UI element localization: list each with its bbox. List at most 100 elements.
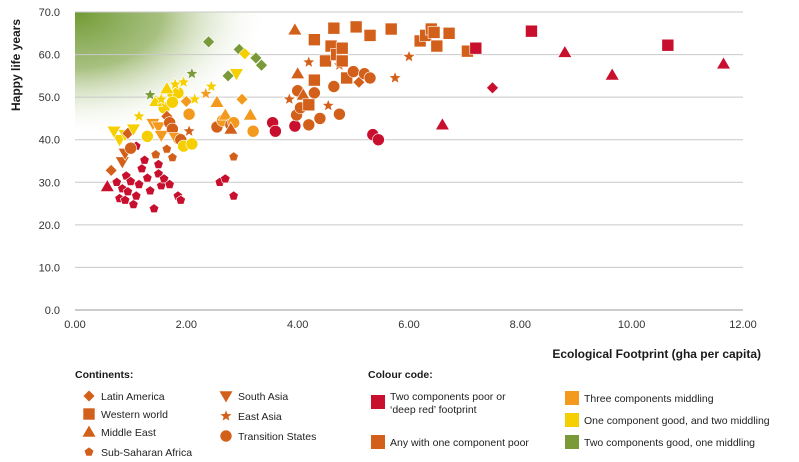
data-point-pentagon (228, 151, 239, 162)
data-point-pentagon (136, 163, 147, 173)
data-point-square (335, 54, 349, 68)
x-tick-label: 8.00 (510, 319, 531, 331)
data-point-square (469, 41, 483, 55)
data-point-triangle-up (604, 67, 620, 81)
x-tick-label: 10.00 (618, 319, 646, 331)
y-tick-label: 10.0 (39, 262, 60, 274)
legend-diamond-icon (82, 389, 96, 403)
data-point-diamond (249, 51, 263, 65)
legend-swatch-dark_orange (371, 435, 385, 449)
data-point-triangle-up (287, 22, 303, 36)
x-tick-label: 6.00 (398, 319, 419, 331)
x-tick-label: 2.00 (176, 319, 197, 331)
data-point-circle (327, 80, 341, 93)
legend-continent-label: Latin America (101, 391, 165, 403)
data-point-pentagon (142, 172, 153, 183)
data-point-pentagon (148, 203, 160, 213)
legend-colour-code-title: Colour code: (368, 369, 433, 381)
data-point-circle (124, 141, 137, 155)
data-point-star (204, 79, 219, 93)
legend-pentagon-icon (83, 446, 95, 457)
legend-continent-label: South Asia (238, 391, 288, 403)
data-point-pentagon (145, 185, 156, 196)
data-point-triangle-down (125, 123, 141, 137)
y-tick-labels: 0.0 10.0 20.0 30.0 40.0 50.0 60.0 70.0 (39, 7, 60, 317)
legend-colour-label: Three components middling (584, 393, 714, 405)
y-tick-label: 50.0 (39, 92, 60, 104)
data-point-square (661, 38, 675, 52)
y-tick-label: 20.0 (39, 220, 60, 232)
data-point-triangle-up (715, 56, 732, 70)
data-point-star (154, 91, 169, 106)
legend-colour-label: One component good, and two middling (584, 415, 770, 427)
data-point-star (198, 86, 213, 100)
data-point-circle (333, 107, 346, 121)
legend-triangle-up-icon (81, 424, 97, 438)
y-tick-label: 30.0 (39, 177, 60, 189)
data-point-triangle-down (106, 125, 122, 139)
legend-continent-label: Middle East (101, 427, 156, 439)
data-point-square (384, 22, 398, 36)
data-point-triangle-down (153, 130, 169, 144)
data-point-star (388, 70, 403, 84)
data-point-pentagon (133, 179, 145, 189)
legend-swatch-orange (565, 391, 579, 405)
data-point-star (282, 91, 297, 106)
data-point-pentagon (119, 194, 131, 205)
y-axis-title: Happy life years (9, 19, 23, 111)
x-tick-label: 12.00 (729, 319, 757, 331)
data-point-pentagon (164, 179, 175, 189)
data-point-triangle-up (223, 121, 239, 135)
legend-continent-label: Sub-Saharan Africa (101, 447, 192, 459)
data-point-square (302, 98, 316, 112)
legend-star-icon (219, 408, 233, 422)
data-point-diamond (179, 94, 193, 108)
data-point-pentagon (175, 194, 186, 205)
legend-colour-label: ‘deep red’ footprint (390, 404, 477, 416)
data-point-square (442, 26, 456, 40)
legend-swatch-red (371, 395, 385, 409)
data-point-diamond (235, 92, 249, 106)
data-point-star (143, 87, 158, 101)
data-point-diamond (104, 163, 118, 177)
data-point-square (349, 20, 363, 34)
data-point-star (182, 123, 197, 138)
data-point-circle (182, 107, 196, 121)
data-point-pentagon (125, 176, 136, 186)
legend-colour-code: Colour code: Two components poor or‘deep… (368, 369, 770, 449)
data-point-triangle-up (290, 66, 306, 80)
legend-colour-label: Two components good, one middling (584, 437, 755, 449)
data-point-circle (313, 112, 327, 125)
data-point-star (402, 49, 416, 63)
legend-continent-label: Western world (101, 409, 168, 421)
data-point-square (427, 26, 441, 39)
legend-colour-label: Any with one component poor (390, 437, 529, 449)
data-point-triangle-up (557, 44, 573, 58)
data-point-pentagon (122, 186, 133, 196)
data-point-diamond (202, 35, 216, 49)
data-point-diamond (238, 47, 252, 61)
data-point-circle (347, 65, 360, 78)
data-point-pentagon (158, 173, 170, 184)
data-point-pentagon (128, 199, 139, 209)
data-point-diamond (486, 81, 499, 95)
legend-square-icon (82, 407, 96, 421)
x-tick-labels: 0.00 2.00 4.00 6.00 8.00 10.00 12.00 (64, 319, 756, 331)
legend-circle-icon (219, 429, 233, 443)
legend-continent-label: Transition States (238, 431, 316, 443)
data-point-pentagon (228, 190, 239, 201)
data-point-pentagon (131, 190, 142, 201)
data-point-diamond (255, 58, 268, 72)
data-point-circle (372, 133, 385, 147)
data-point-triangle-up (434, 117, 450, 131)
y-tick-label: 0.0 (45, 305, 60, 317)
legend-swatch-yellow (565, 413, 579, 427)
data-point-circle (246, 124, 260, 138)
data-point-circle (302, 118, 316, 132)
data-point-star (132, 108, 146, 123)
data-point-circle (141, 130, 154, 143)
data-point-triangle-up (242, 107, 258, 121)
data-point-square (430, 39, 444, 53)
x-axis-title: Ecological Footprint (gha per capita) (552, 347, 761, 361)
